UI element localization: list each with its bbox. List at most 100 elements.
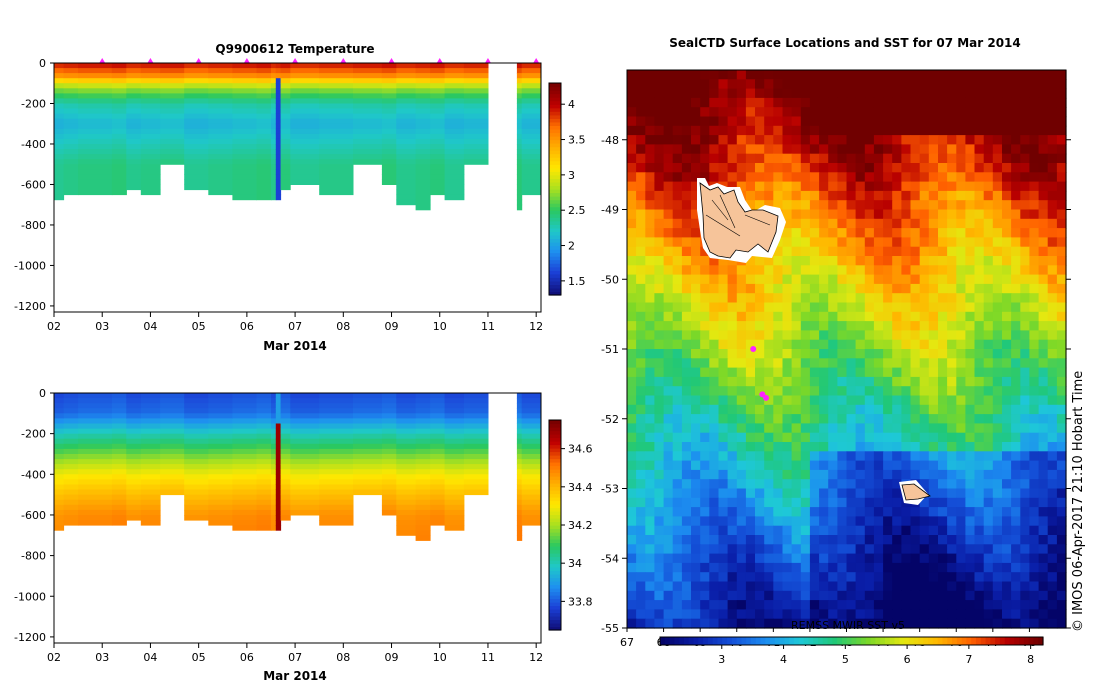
sst-cell (1020, 442, 1030, 452)
sst-cell (727, 535, 738, 545)
sst-cell (910, 246, 921, 257)
sst-cell (956, 432, 966, 443)
heatmap-cell (111, 113, 127, 120)
heatmap-cell (232, 459, 257, 465)
sst-cell (910, 321, 921, 331)
sst-cell (718, 321, 729, 331)
heatmap-cell (208, 138, 233, 145)
sst-cell (846, 88, 857, 99)
sst-cell (892, 153, 902, 164)
sst-cell (681, 172, 692, 183)
heatmap-cell (208, 454, 233, 460)
heatmap-cell (280, 504, 291, 511)
sst-cell (1056, 88, 1067, 99)
heatmap-cell (444, 88, 465, 94)
sst-cell (727, 116, 738, 127)
sst-cell (1020, 469, 1030, 480)
heatmap-cell (126, 98, 142, 104)
sst-cell (956, 423, 966, 434)
heatmap-cell (256, 464, 272, 470)
sst-cell (800, 70, 811, 80)
heatmap-cell (54, 179, 65, 185)
sst-cell (736, 609, 747, 620)
heatmap-cell (280, 98, 291, 104)
sst-cell (700, 283, 710, 294)
colorbar-segment (549, 556, 561, 561)
sst-cell (956, 535, 966, 545)
sst-cell (727, 562, 738, 573)
heatmap-cell (78, 499, 113, 506)
sst-cell (663, 172, 674, 183)
sst-cell (983, 209, 994, 220)
heatmap-cell (516, 154, 523, 160)
sst-cell (627, 404, 637, 415)
heatmap-cell (430, 179, 446, 185)
sst-cell (828, 190, 838, 201)
sst-cell (928, 442, 939, 452)
sst-cell (901, 302, 912, 313)
heatmap-cell (516, 464, 523, 470)
heatmap-cell (319, 469, 354, 475)
sst-cell (947, 432, 957, 443)
sst-cell (681, 442, 692, 452)
sst-cell (992, 609, 1003, 620)
sst-cell (672, 525, 683, 536)
heatmap-cell (232, 123, 257, 130)
colorbar-segment (549, 588, 561, 593)
sst-cell (1029, 274, 1040, 285)
heatmap-cell (271, 83, 277, 89)
heatmap-cell (78, 504, 113, 511)
sst-cell (956, 70, 966, 80)
sst-cell (956, 590, 966, 601)
heatmap-cell (256, 428, 272, 435)
sst-cell (773, 293, 783, 304)
heatmap-cell (353, 443, 383, 450)
sst-cell (992, 442, 1003, 452)
sst-cell (883, 479, 893, 490)
sst-cell (791, 321, 802, 331)
sst-cell (1029, 302, 1040, 313)
heatmap-cell (232, 159, 257, 165)
heatmap-cell (516, 515, 523, 521)
sst-cell (709, 386, 719, 397)
heatmap-cell (256, 63, 272, 69)
sst-cell (700, 70, 710, 80)
sst-cell (1038, 153, 1049, 164)
sst-cell (755, 609, 765, 620)
sst-cell (718, 525, 729, 536)
sst-cell (965, 125, 976, 136)
sst-cell (1011, 469, 1021, 480)
sst-cell (855, 544, 866, 555)
sst-cell (663, 581, 674, 592)
heatmap-cell (516, 149, 523, 155)
sst-cell (864, 265, 875, 276)
sst-cell (1029, 460, 1040, 471)
heatmap-cell (415, 474, 431, 480)
heatmap-cell (256, 489, 272, 496)
sst-cell (1047, 572, 1058, 583)
heatmap-cell (111, 144, 127, 150)
sst-cell (892, 479, 902, 490)
sst-cell (773, 488, 783, 499)
sst-cell (1011, 497, 1021, 508)
sst-cell (819, 460, 829, 471)
sst-cell (892, 163, 902, 173)
map-colorbar-segment (875, 637, 881, 645)
heatmap-cell (444, 525, 465, 531)
heatmap-cell (516, 164, 523, 170)
sst-cell (828, 237, 838, 248)
heatmap-cell (319, 73, 354, 79)
sst-cell (782, 153, 793, 164)
heatmap-cell (516, 418, 523, 424)
sst-cell (819, 618, 829, 629)
heatmap-cell (78, 448, 113, 455)
sst-cell (755, 153, 765, 164)
sst-cell (627, 535, 637, 545)
heatmap-cell (271, 398, 277, 404)
heatmap-cell (126, 418, 142, 424)
sst-cell (1056, 79, 1067, 90)
sst-cell (791, 497, 802, 508)
sst-cell (974, 525, 985, 536)
colorbar-segment (549, 128, 561, 134)
map-colorbar-segment (822, 637, 829, 645)
